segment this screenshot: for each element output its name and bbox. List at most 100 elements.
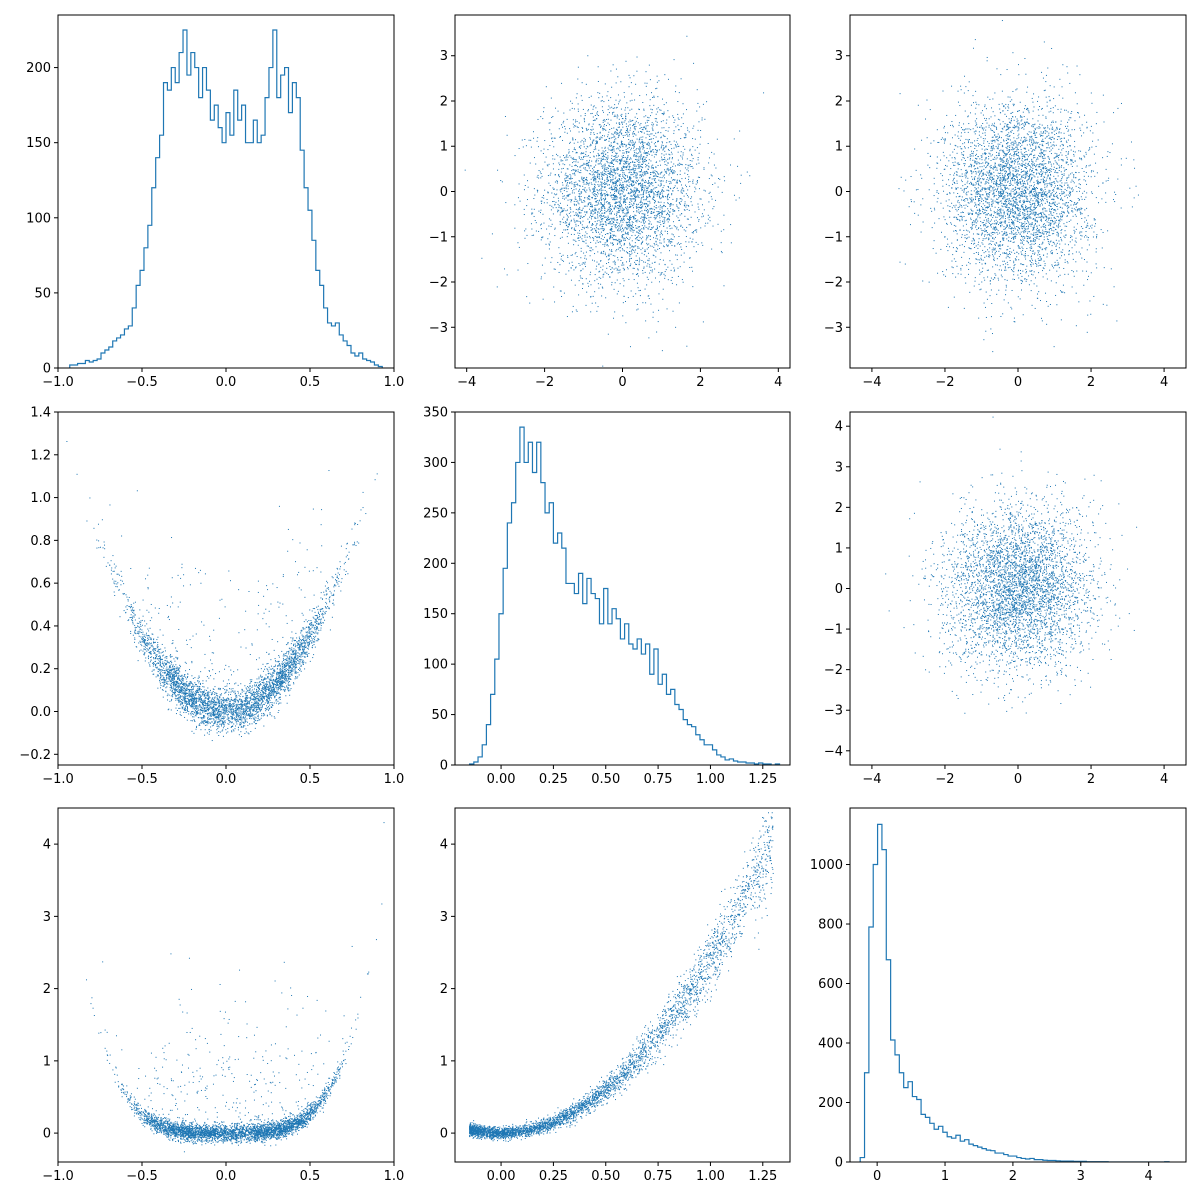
scatter-point <box>617 226 619 228</box>
scatter-point <box>721 252 723 254</box>
scatter-point <box>667 130 669 132</box>
scatter-point <box>579 166 581 168</box>
scatter-point <box>649 185 651 187</box>
scatter-point <box>571 181 573 183</box>
scatter-point <box>977 191 979 193</box>
scatter-point <box>670 188 672 190</box>
scatter-point <box>663 113 665 115</box>
scatter-point <box>681 164 683 166</box>
scatter-point <box>604 216 606 218</box>
scatter-point <box>647 200 649 202</box>
scatter-point <box>613 107 615 109</box>
scatter-point <box>1060 232 1062 234</box>
scatter-point <box>614 262 616 264</box>
scatter-point <box>590 229 592 231</box>
scatter-point <box>985 316 987 318</box>
scatter-point <box>1086 261 1088 263</box>
scatter-point <box>635 166 637 168</box>
scatter-point <box>648 217 650 219</box>
scatter-point <box>505 202 507 204</box>
scatter-point <box>617 147 619 149</box>
scatter-point <box>1035 199 1037 201</box>
scatter-point <box>644 174 646 176</box>
scatter-point <box>623 187 625 189</box>
scatter-point <box>668 213 670 215</box>
scatter-point <box>523 208 525 210</box>
scatter-point <box>610 70 612 72</box>
scatter-point <box>545 243 547 245</box>
scatter-point <box>1023 215 1025 217</box>
scatter-point <box>1013 192 1015 194</box>
scatter-point <box>1001 202 1003 204</box>
scatter-point <box>1062 145 1064 147</box>
scatter-point <box>611 222 613 224</box>
scatter-point <box>1003 232 1005 234</box>
scatter-point <box>1042 167 1044 169</box>
scatter-point <box>605 223 607 225</box>
scatter-point <box>595 302 597 304</box>
scatter-point <box>610 234 612 236</box>
scatter-point <box>578 157 580 159</box>
scatter-point <box>595 179 597 181</box>
scatter-point <box>671 148 673 150</box>
scatter-point <box>680 125 682 127</box>
scatter-point <box>692 232 694 234</box>
scatter-point <box>624 174 626 176</box>
scatter-point <box>562 232 564 234</box>
scatter-point <box>617 161 619 163</box>
scatter-point <box>576 126 578 128</box>
scatter-point <box>607 217 609 219</box>
scatter-point <box>542 168 544 170</box>
scatter-point <box>627 232 629 234</box>
scatter-point <box>629 206 631 208</box>
scatter-point <box>1016 121 1018 123</box>
scatter-point <box>613 199 615 201</box>
scatter-point <box>708 162 710 164</box>
scatter-point <box>610 174 612 176</box>
scatter-point <box>1011 237 1013 239</box>
scatter-point <box>1057 136 1059 138</box>
scatter-point <box>600 153 602 155</box>
scatter-point <box>603 135 605 137</box>
scatter-point <box>953 164 955 166</box>
scatter-point <box>1064 237 1066 239</box>
scatter-point <box>659 226 661 228</box>
scatter-point <box>619 204 621 206</box>
scatter-point <box>642 127 644 129</box>
scatter-point <box>701 216 703 218</box>
scatter-point <box>572 265 574 267</box>
scatter-point <box>667 167 669 169</box>
scatter-point <box>678 201 680 203</box>
scatter-point <box>589 235 591 237</box>
scatter-point <box>629 222 631 224</box>
scatter-point <box>657 141 659 143</box>
scatter-point <box>604 254 606 256</box>
scatter-point <box>614 114 616 116</box>
scatter-point <box>614 261 616 263</box>
scatter-point <box>663 154 665 156</box>
scatter-point <box>593 183 595 185</box>
scatter-point <box>662 195 664 197</box>
scatter-point <box>574 165 576 167</box>
scatter-point <box>565 155 567 157</box>
scatter-point <box>589 156 591 158</box>
scatter-point <box>540 239 542 241</box>
scatter-point <box>983 219 985 221</box>
scatter-point <box>582 207 584 209</box>
scatter-point <box>672 173 674 175</box>
scatter-point <box>535 163 537 165</box>
scatter-point <box>1035 220 1037 222</box>
scatter-point <box>605 224 607 226</box>
scatter-point <box>639 147 641 149</box>
scatter-point <box>644 172 646 174</box>
scatter-point <box>623 198 625 200</box>
scatter-point <box>674 210 676 212</box>
scatter-point <box>713 153 715 155</box>
scatter-point <box>615 133 617 135</box>
scatter-point <box>557 211 559 213</box>
scatter-point <box>652 182 654 184</box>
scatter-point <box>641 186 643 188</box>
scatter-point <box>660 252 662 254</box>
scatter-point <box>1012 161 1014 163</box>
scatter-point <box>681 279 683 281</box>
